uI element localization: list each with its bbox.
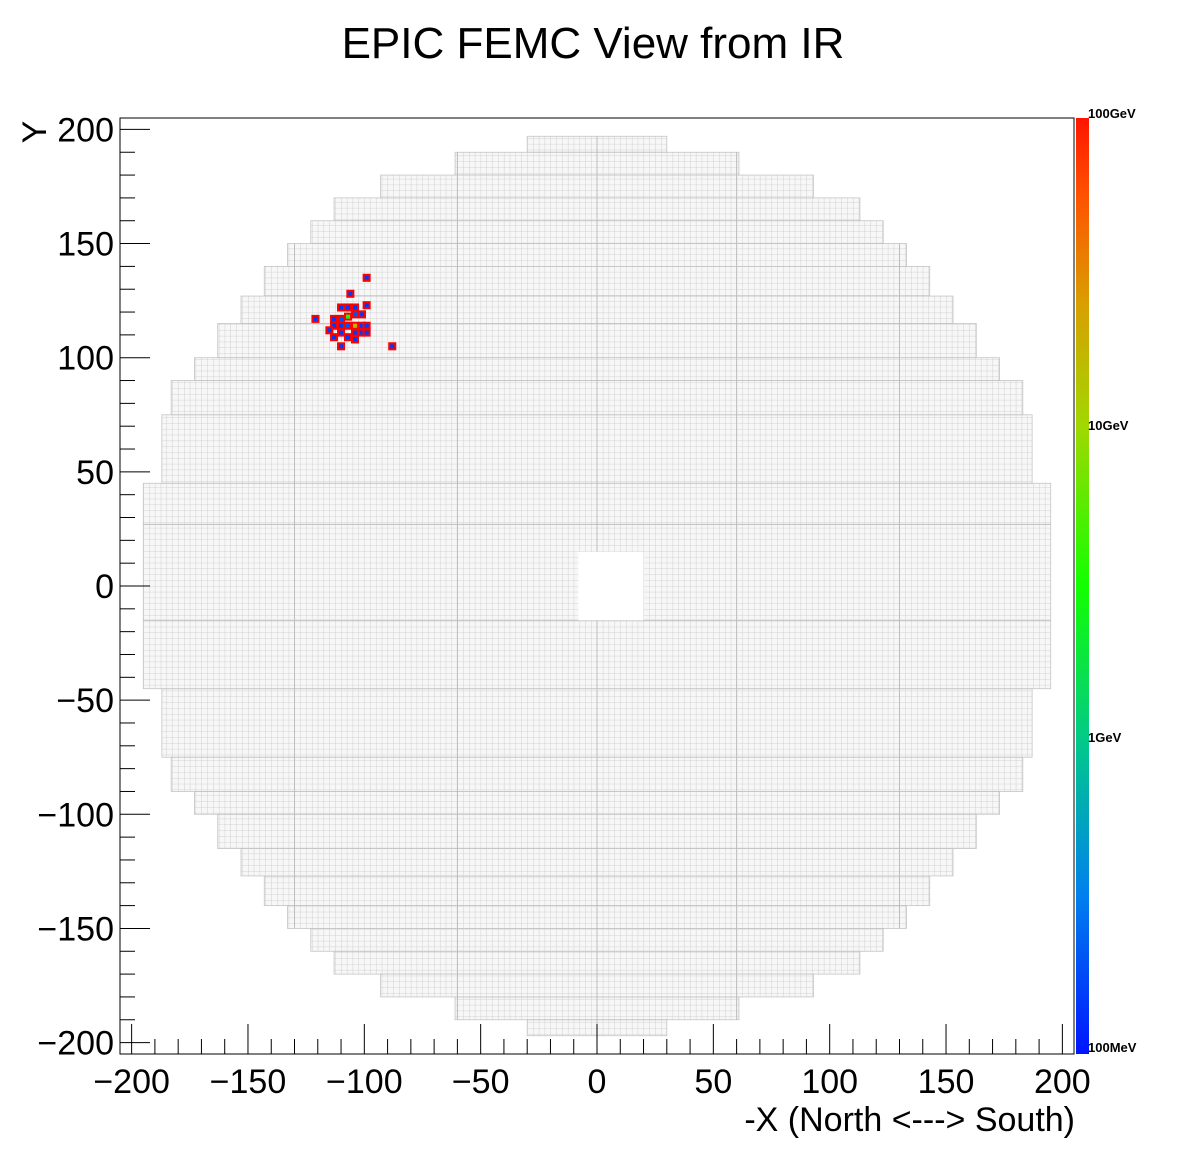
hit-cell [362, 321, 371, 330]
y-tick-label: −150 [37, 910, 114, 948]
colorbar-label: 100MeV [1088, 1040, 1137, 1055]
hit-cell [350, 321, 360, 330]
y-tick-label: 100 [57, 340, 114, 378]
hit-cell [350, 310, 360, 319]
hit-cell [330, 333, 339, 342]
y-axis-label: Y [16, 121, 54, 144]
x-tick-label: 100 [801, 1063, 858, 1101]
hit-cell [346, 289, 355, 298]
hit-cell [388, 342, 397, 351]
y-tick-label: 50 [76, 454, 114, 492]
x-tick-label: −100 [326, 1063, 403, 1101]
hit-cell [362, 328, 371, 337]
y-tick-label: −200 [37, 1025, 114, 1063]
colorbar [1076, 118, 1089, 1054]
x-tick-label: −150 [210, 1063, 287, 1101]
chart-title: EPIC FEMC View from IR [342, 19, 845, 68]
hit-cell [337, 321, 346, 330]
hit-cell [344, 321, 353, 330]
y-axis: 200 150 100 50 0 −50 −100 −150 −200 [37, 111, 150, 1063]
hit-cell [344, 312, 353, 321]
hit-cell [344, 333, 353, 342]
x-tick-label: 50 [694, 1063, 732, 1101]
colorbar-label: 100GeV [1088, 106, 1136, 121]
x-axis-label: -X (North <---> South) [744, 1101, 1075, 1139]
hit-cell [350, 328, 360, 337]
hit-cell [357, 310, 367, 319]
colorbar-label: 1GeV [1088, 730, 1122, 745]
x-tick-label: −200 [93, 1063, 170, 1101]
hit-cell [337, 303, 346, 312]
y-tick-label: −100 [37, 796, 114, 834]
hit-cell [350, 303, 360, 312]
hit-cell [330, 314, 339, 323]
y-tick-label: 0 [95, 568, 114, 606]
hit-cell [311, 314, 320, 323]
hit-cell [344, 303, 353, 312]
energy-hits [311, 273, 397, 351]
x-tick-label: 200 [1034, 1063, 1091, 1101]
hit-cell [325, 326, 334, 335]
x-axis: −200 −150 −100 −50 0 50 100 150 200 [93, 1024, 1091, 1101]
hit-cell [337, 342, 346, 351]
beam-pipe-hole [578, 551, 644, 621]
hit-cell [337, 328, 346, 337]
colorbar-labels: 100GeV 10GeV 1GeV 100MeV [1088, 106, 1137, 1055]
y-tick-label: 200 [57, 111, 114, 149]
y-tick-label: 150 [57, 226, 114, 264]
colorbar-label: 10GeV [1088, 418, 1129, 433]
hit-cell [350, 335, 360, 344]
hit-cell [362, 301, 371, 310]
x-tick-label: 150 [918, 1063, 975, 1101]
hit-cell [362, 273, 371, 282]
hit-cell [337, 314, 346, 323]
x-tick-label: 0 [588, 1063, 607, 1101]
x-tick-label: −50 [452, 1063, 510, 1101]
y-tick-label: −50 [56, 682, 114, 720]
